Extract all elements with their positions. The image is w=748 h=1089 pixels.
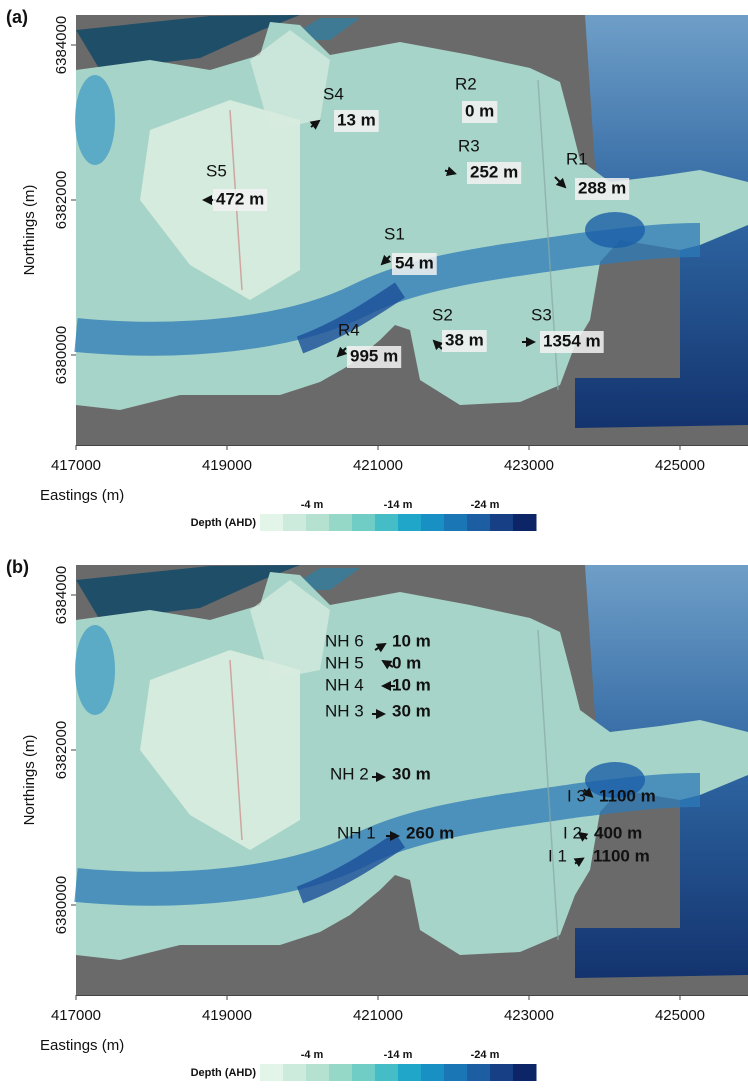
site-label: I 1 (548, 846, 567, 865)
colorbar-cell (283, 514, 307, 531)
colorbar-cell (329, 514, 353, 531)
site-label: NH 6 (325, 631, 364, 650)
legend-label: -14 m (384, 499, 413, 511)
site-distance: 38 m (445, 330, 484, 349)
colorbar-cell (467, 514, 491, 531)
colorbar-cell (306, 514, 330, 531)
x-axis-label: Eastings (m) (40, 1037, 124, 1054)
colorbar-cell (444, 1064, 468, 1081)
x-tick-label: 421000 (353, 1007, 403, 1024)
y-tick-label: 6380000 (53, 876, 70, 934)
site-label: R2 (455, 74, 477, 93)
site-label: S3 (531, 305, 552, 324)
site-distance: 1354 m (543, 331, 601, 350)
colorbar-cell (398, 1064, 422, 1081)
colorbar-cell (375, 1064, 399, 1081)
site-distance: 13 m (337, 110, 376, 129)
site-distance: 1100 m (593, 846, 650, 865)
site-label: NH 4 (325, 675, 364, 694)
colorbar-cell (421, 514, 445, 531)
legend-label: -4 m (301, 1049, 324, 1061)
site-marker: I 3 1100 m (567, 786, 656, 805)
site-distance: 30 m (392, 701, 431, 720)
site-distance: 472 m (216, 189, 264, 208)
site-label: S1 (384, 224, 405, 243)
y-axis-label: Northings (m) (21, 185, 38, 276)
site-distance: 995 m (350, 346, 398, 365)
x-tick-label: 421000 (353, 457, 403, 474)
legend-title: Depth (AHD) (191, 1067, 257, 1079)
x-axis-label: Eastings (m) (40, 487, 124, 504)
colorbar-cell (513, 1064, 537, 1081)
y-tick-label: 6384000 (53, 16, 70, 74)
colorbar-cell (260, 514, 284, 531)
site-distance: 0 m (392, 653, 421, 672)
site-distance: 30 m (392, 764, 431, 783)
site-distance: 10 m (392, 675, 431, 694)
panel-label: (b) (6, 557, 29, 577)
site-distance: 10 m (392, 631, 431, 650)
colorbar-cell (375, 514, 399, 531)
x-tick-label: 419000 (202, 457, 252, 474)
colorbar-cell (421, 1064, 445, 1081)
site-label: R4 (338, 320, 360, 339)
x-tick-label: 417000 (51, 457, 101, 474)
figure: (a) 417000 419000 421000 423000 425000 6380000… (0, 0, 748, 1089)
site-marker: I 1 1100 m (548, 846, 650, 865)
site-label: NH 5 (325, 653, 364, 672)
y-tick-label: 6384000 (53, 566, 70, 624)
colorbar-cell (513, 514, 537, 531)
site-distance: 260 m (406, 823, 454, 842)
site-distance: 54 m (395, 253, 434, 272)
site-label: I 3 (567, 786, 586, 805)
site-label: S5 (206, 161, 227, 180)
colorbar-cell (283, 1064, 307, 1081)
site-label: NH 3 (325, 701, 364, 720)
x-tick-label: 423000 (504, 1007, 554, 1024)
site-distance: 400 m (594, 823, 642, 842)
site-distance: 252 m (470, 162, 518, 181)
colorbar-cell (444, 514, 468, 531)
x-tick-label: 423000 (504, 457, 554, 474)
colorbar-cell (306, 1064, 330, 1081)
colorbar-cell (490, 1064, 514, 1081)
legend-title: Depth (AHD) (191, 517, 257, 529)
colorbar-cell (490, 514, 514, 531)
colorbar-cell (329, 1064, 353, 1081)
x-tick-label: 419000 (202, 1007, 252, 1024)
legend-label: -24 m (471, 499, 500, 511)
x-tick-label: 425000 (655, 457, 705, 474)
y-tick-label: 6382000 (53, 721, 70, 779)
colorbar-cell (352, 514, 376, 531)
colorbar-cell (467, 1064, 491, 1081)
y-tick-label: 6380000 (53, 326, 70, 384)
x-tick-label: 417000 (51, 1007, 101, 1024)
map-image (75, 15, 748, 446)
site-label: R1 (566, 149, 588, 168)
site-label: NH 2 (330, 764, 369, 783)
panel-label: (a) (6, 7, 28, 27)
y-axis-label: Northings (m) (21, 735, 38, 826)
colorbar-cell (260, 1064, 284, 1081)
site-label: S2 (432, 305, 453, 324)
x-tick-label: 425000 (655, 1007, 705, 1024)
site-distance: 288 m (578, 178, 626, 197)
site-distance: 0 m (465, 101, 494, 120)
colorbar-cell (352, 1064, 376, 1081)
colorbar-cell (398, 514, 422, 531)
legend-label: -24 m (471, 1049, 500, 1061)
site-label: NH 1 (337, 823, 376, 842)
site-distance: 1100 m (599, 786, 656, 805)
legend-label: -4 m (301, 499, 324, 511)
site-label: S4 (323, 84, 344, 103)
site-label: R3 (458, 136, 480, 155)
legend-label: -14 m (384, 1049, 413, 1061)
y-tick-label: 6382000 (53, 171, 70, 229)
